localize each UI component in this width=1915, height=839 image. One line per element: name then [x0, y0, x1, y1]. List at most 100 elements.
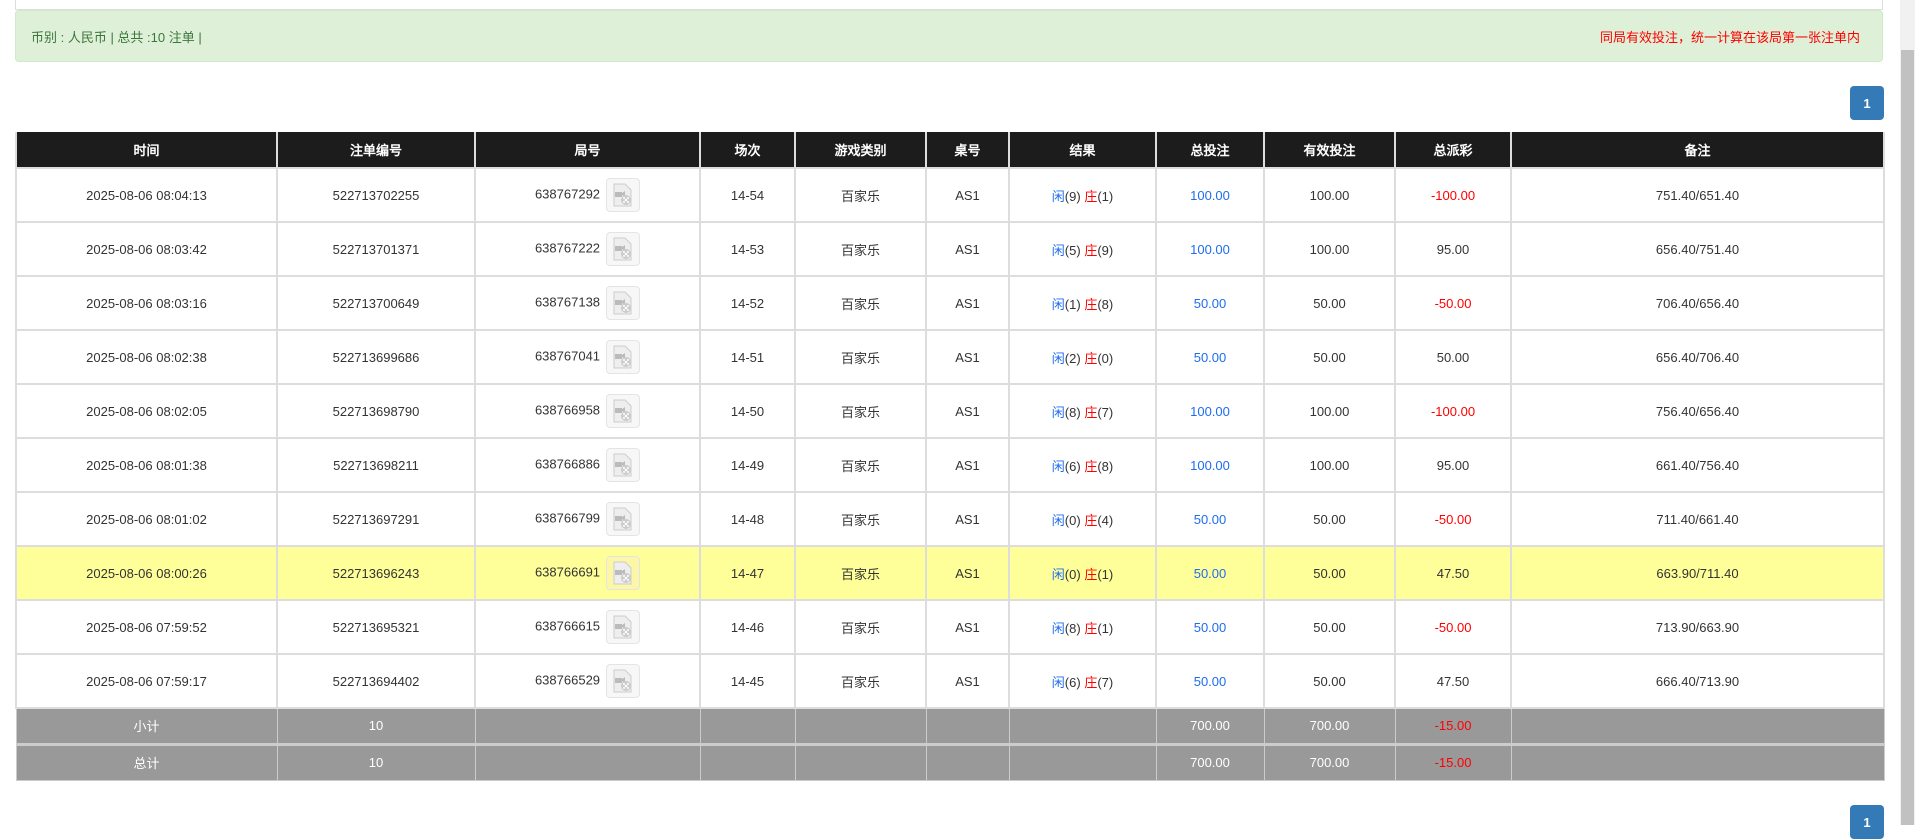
cell-result: 闲(9) 庄(1)	[1008, 167, 1157, 223]
player-score: (1)	[1064, 296, 1081, 312]
cell-remark: 666.40/713.90	[1510, 653, 1885, 709]
round-id: 638767138	[534, 294, 601, 310]
column-header-table: 桌号	[925, 132, 1010, 168]
time: 2025-08-06 08:04:13	[86, 187, 207, 203]
column-header-bet-id: 注单编号	[276, 132, 476, 168]
payout: -50.00	[1434, 511, 1472, 527]
cell-table: AS1	[925, 599, 1010, 655]
player-label: 闲	[1051, 242, 1065, 258]
table-row: 2025-08-06 08:01:38 522713698211 638766886…	[15, 437, 1885, 493]
player-score: (8)	[1064, 620, 1081, 636]
time: 2025-08-06 08:01:38	[86, 457, 207, 473]
table-no: AS1	[955, 403, 980, 419]
bet-id: 522713699686	[332, 349, 420, 365]
cell-payout: -50.00	[1394, 491, 1512, 547]
column-header-round: 局号	[474, 132, 701, 168]
bet-id: 522713697291	[332, 511, 420, 527]
video-replay-icon[interactable]	[606, 610, 641, 644]
cell-result: 闲(5) 庄(9)	[1008, 221, 1157, 277]
cell-shoe: 14-48	[699, 491, 796, 547]
player-score: (6)	[1064, 674, 1081, 690]
cell-shoe: 14-47	[699, 545, 796, 601]
banker-score: (1)	[1097, 566, 1114, 582]
banker-label: 庄	[1084, 188, 1098, 204]
round-id: 638766886	[534, 456, 601, 472]
table-no: AS1	[955, 619, 980, 635]
cell-valid: 100.00	[1263, 221, 1396, 277]
cell-empty	[794, 707, 927, 745]
cell-empty	[925, 742, 1010, 781]
table-no: AS1	[955, 241, 980, 257]
cell-payout: 50.00	[1394, 329, 1512, 385]
table-row: 2025-08-06 07:59:17 522713694402 638766529…	[15, 653, 1885, 709]
remark: 656.40/706.40	[1655, 349, 1740, 365]
cell-round: 638766529	[474, 653, 701, 709]
cell-shoe: 14-49	[699, 437, 796, 493]
valid-bet: 700.00	[1309, 755, 1350, 770]
top-panel	[15, 0, 1883, 10]
payout: -100.00	[1430, 187, 1476, 203]
cell-time: 2025-08-06 07:59:52	[15, 599, 278, 655]
table-row: 2025-08-06 08:03:16 522713700649 638767138…	[15, 275, 1885, 331]
cell-total: 700.00	[1155, 742, 1265, 781]
cell-round: 638766958	[474, 383, 701, 439]
payout: -50.00	[1434, 619, 1472, 635]
cell-total: 100.00	[1155, 167, 1265, 223]
count: 10	[368, 718, 384, 734]
player-label: 闲	[1051, 566, 1065, 582]
video-replay-icon[interactable]	[606, 178, 641, 212]
round-id: 638766958	[534, 402, 601, 418]
game-type: 百家乐	[840, 404, 880, 420]
cell-bet-id: 522713699686	[276, 329, 476, 385]
cell-shoe: 14-51	[699, 329, 796, 385]
cell-time: 2025-08-06 08:02:38	[15, 329, 278, 385]
remark: 656.40/751.40	[1655, 241, 1740, 257]
game-type: 百家乐	[840, 296, 880, 312]
video-replay-icon[interactable]	[606, 340, 641, 374]
banker-score: (7)	[1097, 674, 1114, 690]
cell-empty	[794, 742, 927, 781]
cell-remark: 656.40/706.40	[1510, 329, 1885, 385]
round-id: 638766691	[534, 564, 601, 580]
cell-total: 50.00	[1155, 329, 1265, 385]
game-type: 百家乐	[840, 242, 880, 258]
cell-payout: -15.00	[1394, 742, 1512, 781]
video-replay-icon[interactable]	[606, 664, 641, 698]
cell-valid: 50.00	[1263, 275, 1396, 331]
video-replay-icon[interactable]	[606, 502, 641, 536]
cell-result: 闲(6) 庄(8)	[1008, 437, 1157, 493]
table-no: AS1	[955, 673, 980, 689]
cell-bet-id: 522713702255	[276, 167, 476, 223]
video-replay-icon[interactable]	[606, 394, 641, 428]
shoe: 14-52	[730, 295, 765, 311]
game-type: 百家乐	[840, 674, 880, 690]
cell-round: 638766799	[474, 491, 701, 547]
valid-bet: 100.00	[1309, 187, 1350, 203]
cell-round: 638767041	[474, 329, 701, 385]
cell-valid: 50.00	[1263, 545, 1396, 601]
cell-remark: 751.40/651.40	[1510, 167, 1885, 223]
video-replay-icon[interactable]	[606, 286, 641, 320]
cell-shoe: 14-45	[699, 653, 796, 709]
total-bet: 50.00	[1193, 511, 1227, 527]
banker-score: (9)	[1097, 242, 1114, 258]
valid-bet: 100.00	[1309, 457, 1350, 473]
video-replay-icon[interactable]	[606, 556, 641, 590]
scrollbar-thumb[interactable]	[1901, 50, 1914, 825]
pagination-page-1-bottom[interactable]: 1	[1850, 805, 1884, 839]
banker-score: (1)	[1097, 620, 1114, 636]
pagination-page-1[interactable]: 1	[1850, 86, 1884, 120]
video-replay-icon[interactable]	[606, 232, 641, 266]
cell-valid: 50.00	[1263, 653, 1396, 709]
total-bet: 100.00	[1190, 187, 1230, 203]
shoe: 14-50	[730, 403, 765, 419]
column-header-result: 结果	[1008, 132, 1157, 168]
payout: 47.50	[1436, 565, 1470, 581]
cell-table: AS1	[925, 221, 1010, 277]
cell-bet-id: 522713697291	[276, 491, 476, 547]
cell-round: 638766691	[474, 545, 701, 601]
payout: -100.00	[1430, 403, 1476, 419]
table-row: 2025-08-06 08:00:26 522713696243 638766691…	[15, 545, 1885, 601]
cell-shoe: 14-53	[699, 221, 796, 277]
video-replay-icon[interactable]	[606, 448, 641, 482]
